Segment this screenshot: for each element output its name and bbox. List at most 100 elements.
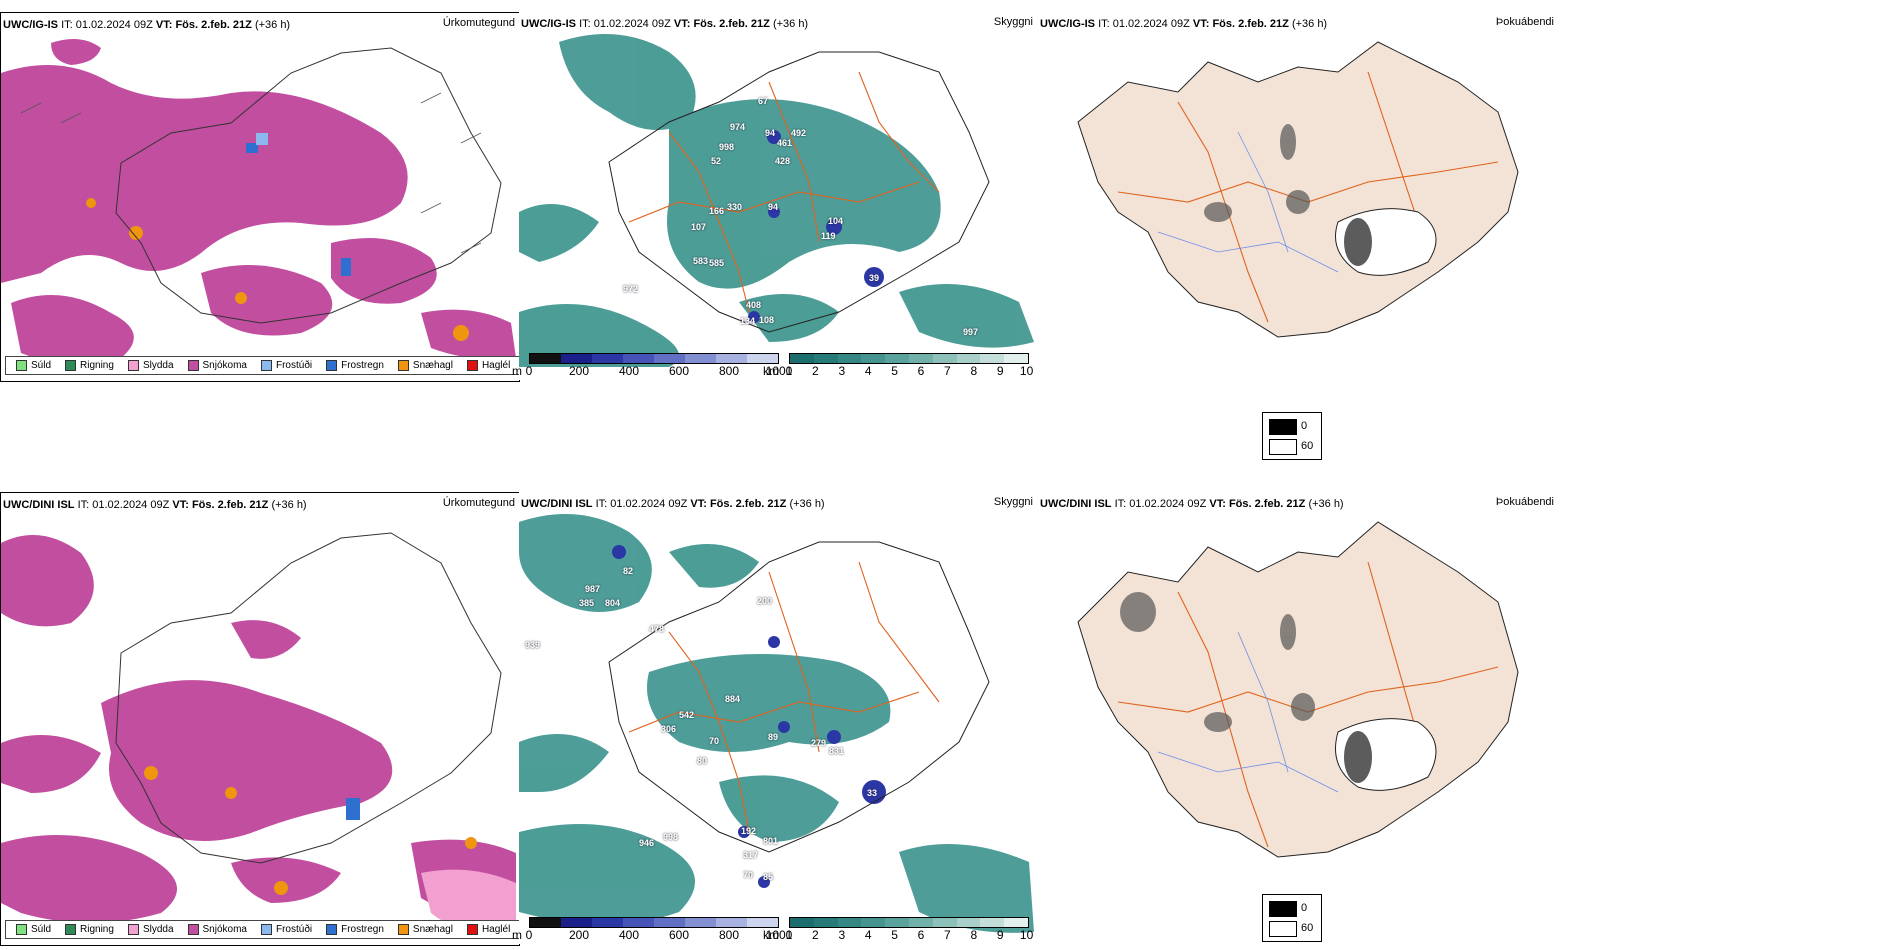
- height-label: 107: [691, 222, 707, 232]
- height-label: 946: [639, 838, 655, 848]
- height-label: 119: [821, 231, 836, 241]
- cloudbase-colorbar: m 0 200 400 600 800 1000: [512, 353, 792, 378]
- visibility-map: [519, 34, 1034, 367]
- height-label: 428: [775, 156, 791, 166]
- colorbar-swatch: [837, 918, 862, 927]
- height-label: 998: [663, 832, 679, 842]
- visibility-label: Skyggni: [993, 16, 1033, 28]
- height-label: 997: [963, 327, 979, 337]
- height-label: 801: [763, 836, 779, 846]
- height-label: 279: [811, 738, 827, 748]
- visibility-colorbar: km 1 2 3 4 5 6 7 8 9 10: [763, 917, 1033, 942]
- height-label: 67: [758, 96, 769, 106]
- colorbar-swatch: [980, 354, 1005, 363]
- height-label: 104: [828, 216, 844, 226]
- colorbar-swatch: [956, 918, 981, 927]
- precip-panel-row1: UWC/IG-IS IT: 01.02.2024 09Z VT: Fös. 2.…: [0, 12, 522, 382]
- legend-item-frostregn: Frostregn: [322, 360, 388, 371]
- height-label: 306: [661, 724, 677, 734]
- height-label: 33: [867, 788, 878, 798]
- height-label: 804: [605, 598, 621, 608]
- colorbar-swatch: [530, 918, 561, 927]
- height-label: 583: [693, 256, 709, 266]
- precip-map: [1, 39, 516, 365]
- panel-title: UWC/DINI ISL IT: 01.02.2024 09Z VT: Fös.…: [3, 499, 307, 511]
- colorbar-swatch: [1004, 354, 1028, 363]
- colorbar-swatch: [530, 354, 561, 363]
- colorbar-swatch: [813, 918, 838, 927]
- fog-legend-row2: 0 60: [1262, 894, 1322, 942]
- fog-panel-row2: UWC/DINI ISL IT: 01.02.2024 09Z VT: Fös.…: [1038, 492, 1558, 944]
- colorbar-swatch: [885, 918, 909, 927]
- colorbar-swatch: [685, 918, 716, 927]
- height-label: 330: [727, 202, 743, 212]
- wind-barbs: [20, 92, 482, 254]
- height-label: 80: [697, 756, 708, 766]
- legend-item-haglel: Haglél: [463, 360, 514, 371]
- precip-type-label: Úrkomutegund: [442, 17, 515, 29]
- legend-item-rigning: Rigning: [61, 360, 118, 371]
- precip-type-label: Úrkomutegund: [442, 497, 515, 509]
- colorbar-swatch: [654, 918, 685, 927]
- height-label: 85: [763, 872, 774, 882]
- colorbar-swatch: [861, 918, 886, 927]
- height-label: 166: [709, 206, 725, 216]
- height-label: 70: [743, 870, 754, 880]
- colorbar-swatch: [623, 354, 654, 363]
- height-label: 831: [829, 746, 845, 756]
- height-label: 585: [709, 258, 725, 268]
- visibility-label: Skyggni: [993, 496, 1033, 508]
- height-label: 939: [525, 640, 541, 650]
- colorbar-swatch: [716, 918, 747, 927]
- height-label: 52: [711, 156, 722, 166]
- colorbar-swatch: [561, 918, 592, 927]
- height-label: 317: [743, 850, 759, 860]
- height-label: 70: [709, 736, 720, 746]
- colorbar-swatch: [861, 354, 886, 363]
- height-label: 192: [741, 826, 757, 836]
- legend-item-frostudi: Frostúði: [257, 360, 316, 371]
- precip-legend: Súld Rigning Slydda Snjókoma Frostúði Fr…: [5, 356, 522, 375]
- height-label: 200: [757, 596, 773, 606]
- panel-title: UWC/IG-IS IT: 01.02.2024 09Z VT: Fös. 2.…: [521, 18, 809, 30]
- colorbar-swatch: [813, 354, 838, 363]
- height-label: 89: [768, 732, 779, 742]
- visibility-panel-row1: UWC/IG-IS IT: 01.02.2024 09Z VT: Fös. 2.…: [512, 12, 1037, 380]
- colorbar-swatch: [747, 354, 778, 363]
- colorbar-swatch: [908, 354, 933, 363]
- precip-legend: Súld Rigning Slydda Snjókoma Frostúði Fr…: [5, 920, 522, 939]
- legend-item-snaehagl: Snæhagl: [394, 924, 457, 935]
- colorbar-swatch: [592, 354, 623, 363]
- cloudbase-colorbar: m 0 200 400 600 800 1000: [512, 917, 792, 942]
- road-network: [628, 561, 940, 833]
- colorbar-swatch: [561, 354, 592, 363]
- fog-legend-row1: 0 60: [1262, 412, 1322, 460]
- visibility-panel-row2: UWC/DINI ISL IT: 01.02.2024 09Z VT: Fös.…: [512, 492, 1037, 944]
- height-label: 542: [679, 710, 695, 720]
- colorbar-swatch: [885, 354, 909, 363]
- legend-item-haglel: Haglél: [463, 924, 514, 935]
- colorbar-swatch: [980, 918, 1005, 927]
- colorbar-swatch: [956, 354, 981, 363]
- legend-item-sudl: Súld: [12, 360, 55, 371]
- panel-title: UWC/IG-IS IT: 01.02.2024 09Z VT: Fös. 2.…: [3, 19, 291, 31]
- legend-item-slydda: Slydda: [124, 924, 178, 935]
- visibility-map: [519, 514, 1034, 933]
- height-label: 972: [623, 284, 639, 294]
- legend-item-frostudi: Frostúði: [257, 924, 316, 935]
- precip-map: [1, 532, 516, 934]
- height-label: 94: [768, 202, 779, 212]
- height-label: 134: [740, 316, 756, 326]
- height-label: 385: [579, 598, 595, 608]
- legend-item-sudl: Súld: [12, 924, 55, 935]
- height-label: 461: [777, 138, 793, 148]
- legend-item-snjokoma: Snjókoma: [184, 924, 251, 935]
- colorbar-swatch: [592, 918, 623, 927]
- legend-item-snjokoma: Snjókoma: [184, 360, 251, 371]
- height-label: 408: [746, 300, 762, 310]
- fog-map: [1077, 521, 1519, 858]
- colorbar-swatch: [790, 354, 814, 363]
- height-label: 82: [623, 566, 634, 576]
- colorbar-swatch: [685, 354, 716, 363]
- panel-title: UWC/DINI ISL IT: 01.02.2024 09Z VT: Fös.…: [521, 498, 825, 510]
